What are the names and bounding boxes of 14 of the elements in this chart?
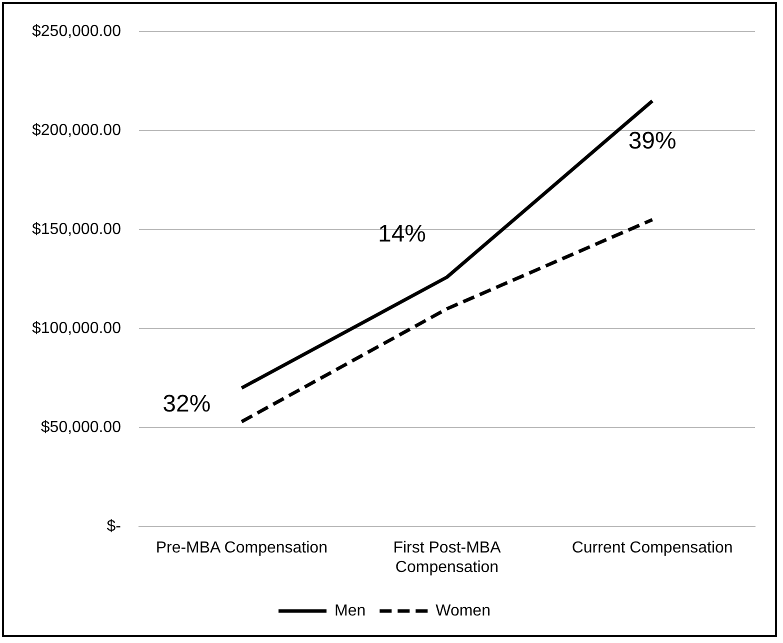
x-tick-label: Current Compensation	[572, 540, 733, 557]
annotation: 14%	[378, 220, 426, 248]
y-tick-label: $150,000.00	[32, 221, 122, 238]
x-tick-label: First Post-MBA Compensation	[393, 540, 502, 576]
y-tick-label: $100,000.00	[32, 320, 122, 338]
y-tick-label: $-	[106, 518, 121, 536]
legend-label: Men	[334, 602, 366, 620]
y-tick-label: $250,000.00	[32, 23, 122, 40]
y-tick-label: $50,000.00	[40, 419, 122, 436]
annotation: 32%	[162, 390, 211, 418]
annotation: 39%	[628, 127, 676, 154]
x-tick-label: Pre-MBA Compensation	[156, 540, 328, 557]
legend-label: Women	[436, 602, 490, 620]
y-tick-label: $200,000.00	[32, 122, 122, 140]
